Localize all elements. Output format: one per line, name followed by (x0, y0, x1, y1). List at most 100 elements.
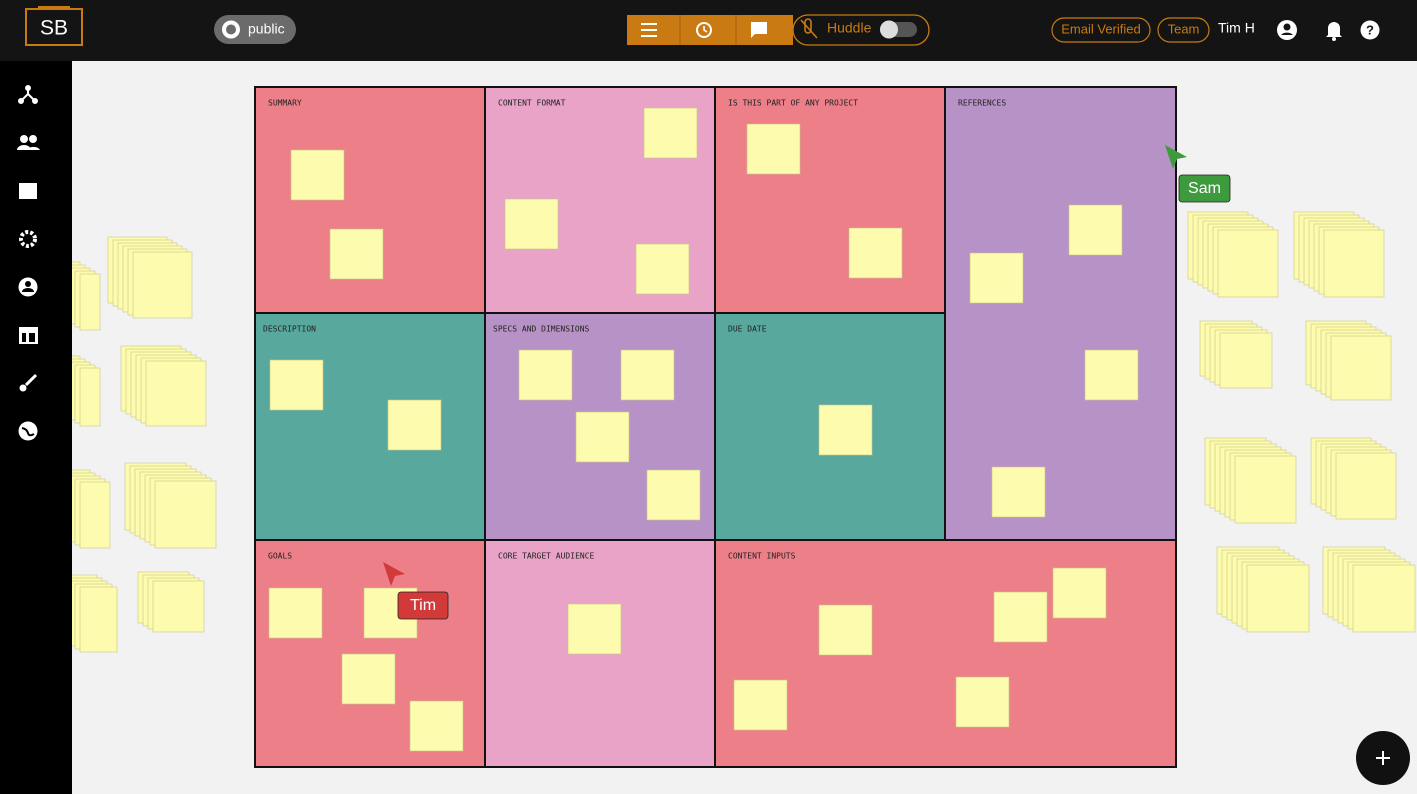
section-area (714, 86, 946, 314)
sticky-note[interactable] (1335, 452, 1397, 520)
sticky-note[interactable] (1352, 564, 1416, 633)
logo-text: SB (40, 17, 68, 40)
grid-icon[interactable] (19, 183, 37, 199)
sticky-note[interactable] (1217, 229, 1279, 298)
sticky-note[interactable] (1323, 229, 1385, 298)
sticky-note[interactable] (79, 273, 101, 331)
settings-icon[interactable] (19, 230, 37, 248)
board-section: GOALS (254, 539, 486, 768)
sticky-note[interactable] (1330, 335, 1392, 401)
board: SUMMARY CONTENT FORMAT IS THIS PART OF ANY… (254, 86, 1177, 768)
email-status-label: Email Verified (1061, 21, 1140, 36)
sticky-note[interactable] (145, 360, 207, 427)
huddle-control[interactable]: Huddle (792, 14, 930, 46)
sticky-note[interactable] (154, 480, 217, 549)
sticky-note[interactable] (504, 198, 559, 250)
section-title: GOALS (268, 552, 292, 561)
settings-tool[interactable] (641, 23, 657, 37)
sticky-note[interactable] (993, 591, 1048, 643)
section-title: DESCRIPTION (263, 325, 316, 334)
sticky-note[interactable] (268, 587, 323, 639)
sticky-note[interactable] (818, 604, 873, 656)
team-label: Team (1168, 21, 1200, 36)
cursor-arrow (383, 562, 405, 586)
section-title: CONTENT FORMAT (498, 99, 566, 108)
collaborator-cursor: Sam (1165, 145, 1231, 203)
sticky-stacks (72, 211, 1416, 653)
section-area (254, 312, 486, 541)
sticky-note[interactable] (79, 586, 118, 653)
sticky-note[interactable] (1052, 567, 1107, 619)
history-tool[interactable] (696, 22, 712, 38)
section-title: IS THIS PART OF ANY PROJECT (728, 99, 858, 108)
sticky-note[interactable] (1068, 204, 1123, 256)
section-title: SPECS AND DIMENSIONS (493, 325, 590, 334)
board-section: DUE DATE (714, 312, 946, 541)
section-title: CORE TARGET AUDIENCE (498, 552, 595, 561)
board-section: REFERENCES (944, 86, 1177, 541)
cursor-arrow (1165, 145, 1187, 169)
cursors: Sam Tim (383, 145, 1231, 620)
section-title: DUE DATE (728, 325, 767, 334)
sticky-note[interactable] (575, 411, 630, 463)
chat-tool[interactable] (751, 22, 767, 38)
sticky-note[interactable] (132, 251, 193, 319)
brush-icon[interactable] (19, 373, 38, 392)
cursor-label: Sam (1188, 180, 1221, 197)
sticky-note[interactable] (643, 107, 698, 159)
sticky-note[interactable] (518, 349, 573, 401)
visibility-label: public (248, 21, 285, 37)
add-button[interactable] (1356, 731, 1410, 785)
cursor-label: Tim (410, 597, 436, 614)
sticky-note[interactable] (152, 580, 205, 633)
sticky-note[interactable] (341, 653, 396, 705)
section-area (944, 86, 1177, 541)
board-section: CONTENT INPUTS (714, 539, 1177, 768)
section-title: REFERENCES (958, 99, 1006, 108)
sticky-note[interactable] (620, 349, 675, 401)
sticky-note[interactable] (733, 679, 788, 731)
cursor-label-box (397, 591, 449, 620)
help-icon[interactable]: ? (1360, 20, 1380, 40)
sticky-note[interactable] (1084, 349, 1139, 401)
sticky-note[interactable] (635, 243, 690, 295)
sticky-note[interactable] (1234, 455, 1297, 524)
svg-text:?: ? (1366, 22, 1374, 37)
sticky-note[interactable] (290, 149, 345, 201)
sticky-note[interactable] (79, 367, 101, 427)
people-icon[interactable] (17, 135, 40, 151)
board-section: SPECS AND DIMENSIONS (484, 312, 716, 541)
sticky-note[interactable] (1219, 332, 1273, 389)
visibility-button[interactable]: public (214, 15, 296, 44)
logo[interactable]: SB (25, 6, 83, 46)
sticky-note[interactable] (79, 481, 111, 549)
collaborator-cursor: Tim (383, 562, 449, 620)
profile-icon[interactable] (18, 277, 38, 297)
sticky-note[interactable] (848, 227, 903, 279)
cursor-label-box (1178, 174, 1231, 203)
sticky-note[interactable] (269, 359, 324, 411)
sticky-note[interactable] (1246, 564, 1310, 633)
sticky-note[interactable] (818, 404, 873, 456)
notifications-icon[interactable] (1326, 22, 1342, 41)
sticky-note[interactable] (991, 466, 1046, 518)
section-area (714, 539, 1177, 768)
sticky-note[interactable] (746, 123, 801, 175)
sticky-note[interactable] (329, 228, 384, 280)
globe-icon[interactable] (18, 421, 38, 441)
sticky-note[interactable] (969, 252, 1024, 304)
account-icon[interactable] (1277, 20, 1297, 40)
table-icon[interactable] (19, 327, 38, 344)
toolbar (627, 15, 793, 45)
team-button[interactable]: Team (1157, 17, 1210, 43)
sticky-note[interactable] (955, 676, 1010, 728)
network-icon[interactable] (18, 85, 38, 104)
user-name: Tim H (1218, 20, 1255, 36)
section-title: CONTENT INPUTS (728, 552, 796, 561)
sticky-note[interactable] (387, 399, 442, 451)
sticky-note[interactable] (567, 603, 622, 655)
email-status: Email Verified (1051, 17, 1151, 43)
sticky-note[interactable] (409, 700, 464, 752)
sticky-note[interactable] (646, 469, 701, 521)
